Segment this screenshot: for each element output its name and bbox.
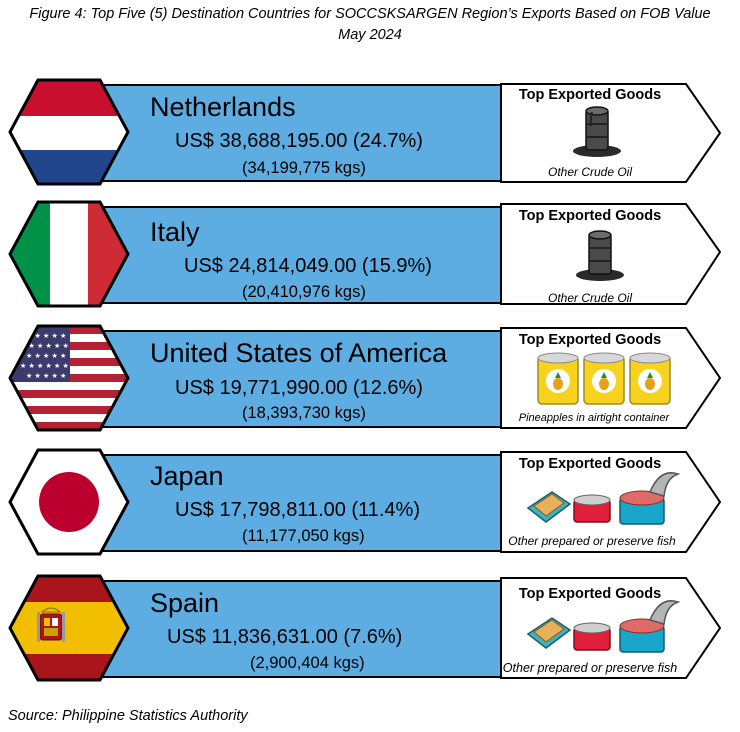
fob-value: US$ 24,814,049.00 (15.9%) <box>184 255 432 277</box>
country-card-japan: Japan US$ 17,798,811.00 (11.4%) (11,177,… <box>8 446 723 558</box>
usa-flag-icon: ★ ★ ★ ★ ★ ★ ★ ★ ★ ★ ★ ★ ★ ★ ★ ★ ★ ★ ★ ★ … <box>8 324 130 432</box>
goods-arrow-panel <box>500 327 722 429</box>
goods-item: Pineapples in airtight container <box>518 412 670 424</box>
pineapple-can-icon <box>537 352 671 405</box>
coat-of-arms-icon <box>37 607 65 642</box>
country-name: Spain <box>150 588 220 618</box>
goods-arrow-panel <box>500 203 722 305</box>
italy-flag-icon <box>8 200 130 308</box>
goods-title: Top Exported Goods <box>518 332 662 348</box>
figure-title-line2: May 2024 <box>338 27 402 43</box>
goods-item: Other Crude Oil <box>547 291 633 305</box>
oil-barrel-icon <box>576 230 624 281</box>
country-bar <box>78 454 510 552</box>
fob-value: US$ 11,836,631.00 (7.6%) <box>167 626 403 648</box>
country-bar <box>78 206 510 304</box>
country-bar <box>78 84 510 182</box>
oil-barrel-icon <box>573 106 621 157</box>
netherlands-flag-icon <box>8 78 130 186</box>
country-bar <box>78 580 510 678</box>
weight-kgs: (34,199,775 kgs) <box>242 159 366 177</box>
country-name: Netherlands <box>150 92 296 122</box>
fob-value: US$ 38,688,195.00 (24.7%) <box>175 130 423 152</box>
spain-flag-icon <box>8 574 130 682</box>
country-card-netherlands: Netherlands US$ 38,688,195.00 (24.7%) (3… <box>8 76 723 188</box>
japan-flag-icon <box>8 448 130 556</box>
goods-title: Top Exported Goods <box>518 586 662 602</box>
source-note: Source: Philippine Statistics Authority <box>8 708 248 724</box>
weight-kgs: (11,177,050 kgs) <box>242 527 365 545</box>
goods-arrow-panel <box>500 83 722 183</box>
country-card-spain: Spain US$ 11,836,631.00 (7.6%) (2,900,40… <box>8 572 723 684</box>
goods-item: Other prepared or preserve fish <box>508 534 676 548</box>
svg-text:★ ★ ★ ★ ★: ★ ★ ★ ★ ★ <box>26 372 66 380</box>
svg-text:★ ★ ★ ★ ★: ★ ★ ★ ★ ★ <box>26 352 66 360</box>
figure-title: Figure 4: Top Five (5) Destination Count… <box>0 4 740 46</box>
fob-value: US$ 17,798,811.00 (11.4%) <box>175 499 420 521</box>
weight-kgs: (2,900,404 kgs) <box>250 654 365 672</box>
canned-fish-icon <box>526 472 681 525</box>
country-card-usa: ★ ★ ★ ★ ★ ★ ★ ★ ★ ★ ★ ★ ★ ★ ★ ★ ★ ★ ★ ★ … <box>8 322 723 434</box>
goods-title: Top Exported Goods <box>518 87 662 103</box>
country-name: Japan <box>150 461 224 491</box>
goods-item: Other prepared or preserve fish <box>502 661 678 675</box>
weight-kgs: (20,410,976 kgs) <box>242 283 366 301</box>
goods-arrow-panel <box>500 577 722 679</box>
svg-text:★ ★ ★ ★ ★ ★: ★ ★ ★ ★ ★ ★ <box>20 362 69 370</box>
country-card-italy: Italy US$ 24,814,049.00 (15.9%) (20,410,… <box>8 198 723 310</box>
svg-text:★ ★ ★ ★ ★ ★: ★ ★ ★ ★ ★ ★ <box>20 342 69 350</box>
weight-kgs: (18,393,730 kgs) <box>242 404 366 422</box>
svg-text:★ ★ ★ ★ ★: ★ ★ ★ ★ ★ <box>26 332 66 340</box>
fob-value: US$ 19,771,990.00 (12.6%) <box>175 377 423 399</box>
country-name: United States of America <box>150 338 448 368</box>
country-name: Italy <box>150 217 200 247</box>
figure-title-line1: Figure 4: Top Five (5) Destination Count… <box>29 6 711 22</box>
goods-title: Top Exported Goods <box>518 208 662 224</box>
goods-title: Top Exported Goods <box>518 456 662 472</box>
goods-arrow-panel <box>500 451 722 553</box>
canned-fish-icon <box>526 600 681 653</box>
country-bar <box>78 330 510 428</box>
goods-item: Other Crude Oil <box>547 165 633 179</box>
